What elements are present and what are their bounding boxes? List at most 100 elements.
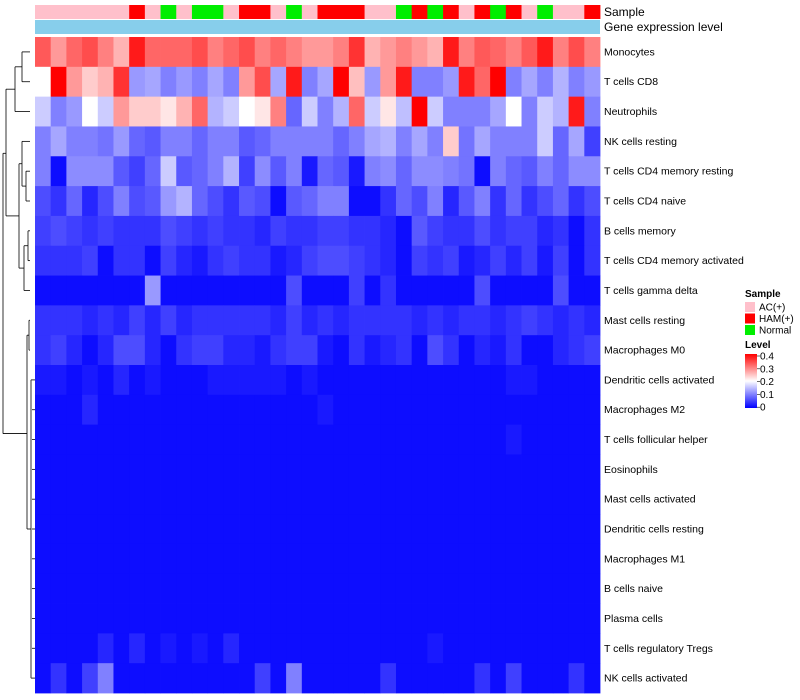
heatmap-cell (66, 335, 83, 366)
heatmap-cell (286, 424, 303, 455)
heatmap-cell (144, 126, 161, 157)
sample-annotation-cell (176, 5, 193, 19)
heatmap-cell (474, 126, 491, 157)
heatmap-cell (191, 335, 209, 366)
heatmap-cell (97, 454, 114, 485)
heatmap-cell (254, 215, 271, 247)
heatmap-cell (364, 215, 381, 247)
sample-annotation-cell (552, 5, 570, 19)
heatmap-cell (191, 245, 209, 276)
heatmap-cell (97, 335, 114, 366)
heatmap-cell (474, 543, 491, 575)
heatmap-cell (35, 514, 52, 545)
heatmap-cell (270, 394, 287, 426)
sample-annotation-cell (223, 5, 240, 19)
heatmap-cell (505, 424, 522, 455)
heatmap-cell (66, 365, 83, 396)
heatmap-cell (66, 186, 83, 217)
heatmap-cell (223, 573, 240, 604)
heatmap-cell (333, 663, 350, 694)
heatmap-cell (270, 454, 287, 485)
heatmap-cell (191, 37, 209, 68)
sample-annotation-cell (239, 5, 256, 19)
heatmap-cell (348, 394, 365, 426)
heatmap-cell (333, 126, 350, 157)
legend-tick-label: 0.3 (760, 364, 774, 375)
heatmap-cell (160, 305, 177, 336)
heatmap-cell (364, 484, 381, 515)
heatmap-cell (301, 335, 318, 366)
heatmap-cell (411, 573, 428, 604)
heatmap-cell (521, 573, 538, 604)
heatmap-cell (568, 215, 585, 247)
heatmap-cell (254, 96, 271, 127)
heatmap-cell (521, 66, 538, 98)
heatmap-cell (395, 484, 413, 515)
heatmap-cell (364, 37, 381, 68)
heatmap-cell (223, 514, 240, 545)
heatmap-cell (490, 663, 507, 694)
heatmap-cell (223, 37, 240, 68)
heatmap-cell (380, 663, 397, 694)
heatmap-cell (348, 126, 365, 157)
heatmap-cell (66, 543, 83, 575)
heatmap-cell (584, 543, 601, 575)
heatmap-cell (50, 573, 67, 604)
heatmap-cell (50, 96, 67, 127)
heatmap-cell (66, 454, 83, 485)
heatmap-cell (537, 663, 554, 694)
heatmap-cell (113, 186, 130, 217)
heatmap-cell (568, 365, 585, 396)
heatmap-cell (35, 96, 52, 127)
annotation-label-sample: Sample (604, 5, 645, 19)
heatmap-cell (223, 424, 240, 455)
heatmap-cell (176, 663, 193, 694)
heatmap-cell (191, 156, 209, 187)
sample-annotation-cell (568, 5, 585, 19)
legend-swatch (745, 313, 755, 324)
heatmap-cell (160, 335, 177, 366)
heatmap-cell (66, 573, 83, 604)
heatmap-cell (584, 603, 601, 634)
heatmap-cell (427, 573, 444, 604)
heatmap-cell (176, 66, 193, 98)
heatmap-cell (490, 335, 507, 366)
heatmap-cell (380, 603, 397, 634)
row-label: B cells naive (604, 583, 663, 595)
row-label: Macrophages M0 (604, 345, 685, 357)
heatmap-cell (537, 573, 554, 604)
heatmap-cell (35, 66, 52, 98)
heatmap-cell (584, 126, 601, 157)
heatmap-cell (395, 454, 413, 485)
heatmap-cell (270, 543, 287, 575)
row-label: T cells gamma delta (604, 285, 698, 297)
heatmap-cell (301, 543, 318, 575)
heatmap-cell (458, 186, 475, 217)
sample-annotation-cell (443, 5, 460, 19)
heatmap-cell (348, 633, 365, 664)
heatmap-cell (254, 394, 271, 426)
heatmap-cell (427, 484, 444, 515)
heatmap-cell (191, 275, 209, 306)
row-label: Mast cells activated (604, 494, 696, 506)
heatmap-cell (333, 394, 350, 426)
heatmap-cell (348, 543, 365, 575)
heatmap-cell (97, 573, 114, 604)
heatmap-cell (176, 275, 193, 306)
heatmap-cell (97, 186, 114, 217)
heatmap-cell (333, 37, 350, 68)
sample-annotation-cell (411, 5, 428, 19)
heatmap-cell (239, 543, 256, 575)
heatmap-cell (35, 543, 52, 575)
heatmap-cell (505, 126, 522, 157)
heatmap-cell (82, 305, 99, 336)
heatmap-cell (207, 484, 224, 515)
heatmap-cell (317, 186, 334, 217)
heatmap-cell (474, 514, 491, 545)
legend-tick-label: 0.1 (760, 390, 774, 401)
heatmap-cell (333, 514, 350, 545)
heatmap-cell (160, 543, 177, 575)
heatmap-cell (223, 394, 240, 426)
heatmap-cell (286, 305, 303, 336)
heatmap-cell (458, 543, 475, 575)
